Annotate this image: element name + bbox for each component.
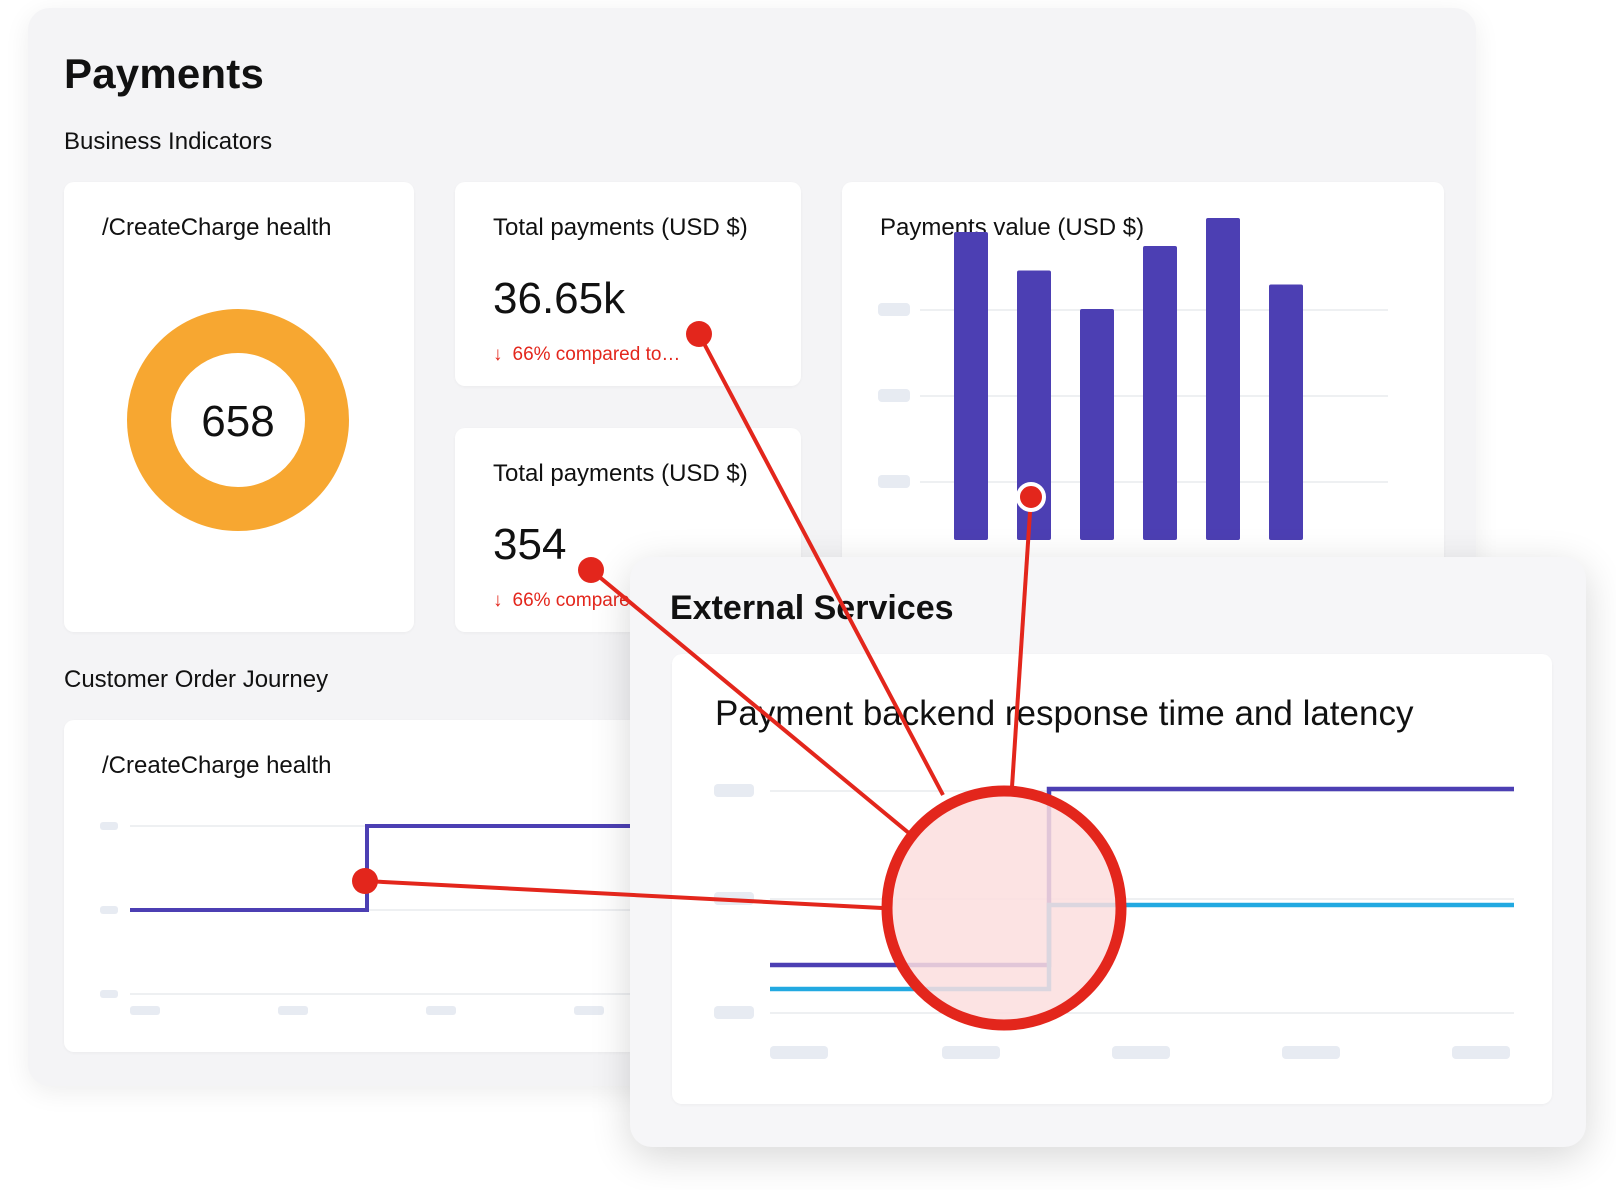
- bar-3: [1080, 309, 1114, 540]
- section-customer-order-journey: Customer Order Journey: [64, 666, 329, 693]
- bar-6: [1269, 284, 1303, 540]
- y-tick-placeholder: [100, 990, 118, 998]
- x-tick-placeholder: [942, 1046, 1000, 1059]
- y-tick-placeholder: [100, 906, 118, 914]
- health-donut-chart: 658: [127, 309, 349, 531]
- total-payments-value: 36.65k: [493, 274, 626, 323]
- bar-5: [1206, 218, 1240, 540]
- y-tick-placeholder: [878, 303, 910, 316]
- health-card-title: /CreateCharge health: [102, 214, 332, 241]
- x-tick-placeholder: [426, 1006, 456, 1015]
- section-business-indicators: Business Indicators: [64, 128, 273, 155]
- payments-value-bar-chart: [878, 218, 1388, 540]
- y-tick-placeholder: [714, 1006, 754, 1019]
- y-tick-placeholder: [878, 475, 910, 488]
- y-tick-placeholder: [714, 784, 754, 797]
- x-tick-placeholder: [1282, 1046, 1340, 1059]
- x-tick-placeholder: [770, 1046, 828, 1059]
- x-tick-placeholder: [130, 1006, 160, 1015]
- y-tick-placeholder: [100, 822, 118, 830]
- backend-latency-title: Payment backend response time and latenc…: [715, 694, 1414, 733]
- external-services-title: External Services: [670, 589, 954, 627]
- total-payments-title: Total payments (USD $): [493, 214, 748, 241]
- total-payments-count-title: Total payments (USD $): [493, 460, 748, 487]
- connector-line: [589, 568, 912, 836]
- total-payments-delta: ↓ 66% compared to…: [493, 344, 697, 366]
- journey-card-title: /CreateCharge health: [102, 752, 332, 779]
- arrow-down-icon: ↓: [493, 344, 503, 365]
- marker-dot: [578, 557, 604, 583]
- donut-value: 658: [201, 397, 274, 446]
- external-services-panel: External Services Payment backend respon…: [630, 557, 1586, 1147]
- x-tick-placeholder: [1452, 1046, 1510, 1059]
- total-payments-count-value: 354: [493, 520, 567, 569]
- bar-2: [1017, 270, 1051, 540]
- bar-4: [1143, 246, 1177, 540]
- marker-dot: [352, 868, 378, 894]
- delta-text: 66% compared to…: [512, 344, 681, 365]
- arrow-down-icon: ↓: [493, 590, 503, 611]
- bar-1: [954, 232, 988, 540]
- highlight-circle: [881, 785, 1127, 1031]
- connector-line: [1010, 496, 1033, 788]
- payments-value-title: Payments value (USD $): [880, 214, 1145, 241]
- x-tick-placeholder: [278, 1006, 308, 1015]
- x-tick-placeholder: [574, 1006, 604, 1015]
- marker-dot: [1016, 482, 1046, 512]
- page-title: Payments: [64, 50, 265, 97]
- x-tick-placeholder: [1112, 1046, 1170, 1059]
- connector-line: [364, 879, 883, 910]
- donut-ring: [127, 309, 349, 531]
- y-tick-placeholder: [878, 389, 910, 402]
- marker-dot: [686, 321, 712, 347]
- connector-line: [697, 333, 945, 796]
- health-card[interactable]: /CreateCharge health 658: [64, 182, 414, 632]
- total-payments-card[interactable]: Total payments (USD $) 36.65k ↓ 66% compa…: [455, 182, 801, 386]
